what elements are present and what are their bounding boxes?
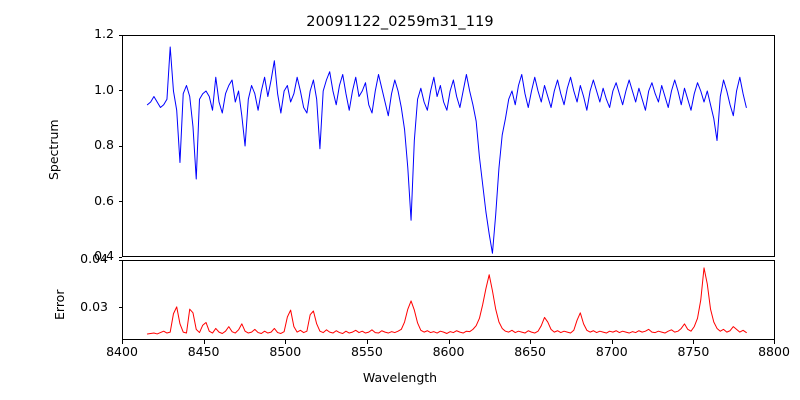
spectrum-axes <box>122 35 775 257</box>
ytick-mark-top-1 <box>118 201 122 203</box>
spectrum-line-plot <box>123 36 774 256</box>
error-panel-path <box>147 268 746 334</box>
xtick-mark-5 <box>530 340 532 344</box>
xtick-label-4: 8600 <box>432 344 465 359</box>
xtick-mark-4 <box>448 340 450 344</box>
figure-title: 20091122_0259m31_119 <box>306 14 494 30</box>
ytick-mark-top-2 <box>118 145 122 147</box>
ytick-label-top-4: 1.2 <box>94 26 114 41</box>
xtick-label-1: 8450 <box>187 344 220 359</box>
xtick-mark-0 <box>122 340 124 344</box>
xtick-mark-6 <box>611 340 613 344</box>
ytick-label-top-2: 0.8 <box>94 137 114 152</box>
ytick-mark-bot-0 <box>118 307 122 309</box>
ytick-label-top-0: 0.4 <box>94 248 114 263</box>
xtick-mark-3 <box>366 340 368 344</box>
xtick-label-8: 8800 <box>758 344 790 359</box>
ytick-label-bot-1: 0.04 <box>80 251 108 266</box>
ytick-label-top-3: 1.0 <box>94 81 114 97</box>
xtick-label-0: 8400 <box>106 344 138 359</box>
ytick-label-bot-0: 0.03 <box>80 298 108 314</box>
ytick-label-top-1: 0.6 <box>94 192 114 208</box>
ytick-mark-top-3 <box>118 90 122 92</box>
ytick-mark-bot-1 <box>118 259 122 261</box>
xtick-mark-8 <box>774 340 776 344</box>
xtick-label-5: 8650 <box>514 344 546 359</box>
ytick-mark-top-0 <box>118 256 122 258</box>
xtick-label-6: 8700 <box>595 344 628 359</box>
xtick-label-7: 8750 <box>677 344 710 359</box>
error-line-plot <box>123 261 774 339</box>
x-axis-title: Wavelength <box>362 370 438 385</box>
error-axes <box>122 260 775 340</box>
spectrum-panel-path <box>147 47 746 253</box>
y-axis-title-spectrum: Spectrum <box>46 119 61 180</box>
xtick-mark-7 <box>693 340 695 344</box>
xtick-mark-2 <box>285 340 287 344</box>
xtick-label-3: 8550 <box>350 344 383 359</box>
xtick-label-2: 8500 <box>269 344 302 359</box>
xtick-mark-1 <box>203 340 205 344</box>
y-axis-title-error: Error <box>52 289 67 320</box>
ytick-mark-top-4 <box>118 34 122 36</box>
